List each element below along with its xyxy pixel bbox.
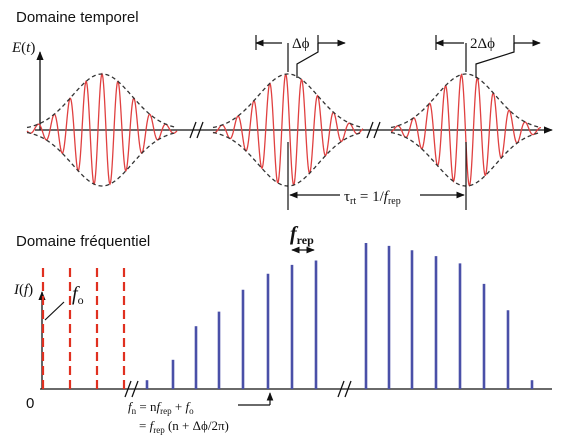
round-trip-label: τrt = 1/frep bbox=[344, 189, 401, 207]
freq-y-label: I(f) bbox=[13, 282, 33, 298]
phase-label-1: Δϕ bbox=[292, 36, 310, 52]
freq-domain-title: Domaine fréquentiel bbox=[16, 233, 151, 250]
time-axis-break-2 bbox=[366, 121, 381, 139]
time-axis-break-1 bbox=[189, 121, 204, 139]
time-y-label: E(t) bbox=[11, 40, 35, 56]
pulse-envelope-upper-2 bbox=[212, 73, 364, 129]
pulse-envelope-upper-3 bbox=[390, 73, 542, 129]
formula-line-2: = frep (n + Δϕ/2π) bbox=[139, 418, 229, 435]
phase-annotation-2 bbox=[435, 35, 541, 78]
round-trip-annotation bbox=[287, 142, 467, 210]
time-domain-title: Domaine temporel bbox=[16, 9, 139, 26]
formula-line-1: fn = nfrep + fo bbox=[128, 399, 194, 416]
pulse-carrier-1 bbox=[26, 72, 178, 186]
phase-annotation-1 bbox=[255, 35, 346, 78]
pulse-envelope-upper-1 bbox=[26, 73, 178, 129]
pulse-1 bbox=[26, 72, 178, 187]
frep-label: frep bbox=[290, 223, 314, 247]
freq-axis-break-1 bbox=[124, 380, 139, 398]
freq-axis-break-2 bbox=[337, 380, 352, 398]
f0-label: fo bbox=[72, 283, 84, 307]
pulse-carrier-2 bbox=[212, 73, 364, 187]
pulse-envelope-lower-1 bbox=[26, 131, 178, 187]
f0-pointer bbox=[44, 301, 65, 321]
freq-origin-label: 0 bbox=[26, 395, 34, 412]
phase-label-2: 2Δϕ bbox=[470, 36, 495, 52]
